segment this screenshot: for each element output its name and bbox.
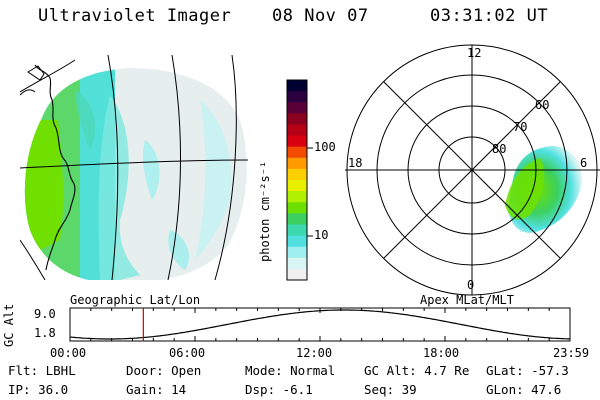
time-label: 03:31:02 UT [430, 6, 549, 26]
magnetic-polar-map [345, 44, 600, 296]
door-status: Door: Open [126, 363, 202, 378]
colorbar-segment [287, 180, 307, 192]
colorbar-segment [287, 135, 307, 148]
gc-alt-status: GC Alt: 4.7 Re [364, 363, 470, 378]
colorbar-segment [287, 268, 307, 281]
uv-emission-disk [24, 68, 247, 280]
time-tick-0600: 06:00 [169, 346, 206, 360]
colorbar-unit-label: photon cm⁻²s⁻¹ [258, 160, 272, 262]
colorbar-segment [287, 113, 307, 126]
colorbar [287, 80, 307, 281]
lat-label-70: 70 [513, 120, 528, 134]
colorbar-segment [287, 146, 307, 159]
colorbar-segment [287, 102, 307, 114]
time-tick-1200: 12:00 [296, 346, 333, 360]
colorbar-segment [287, 202, 307, 214]
mlt-label-18: 18 [348, 156, 363, 170]
ip-status: IP: 36.0 [8, 382, 69, 397]
lat-label-80: 80 [492, 142, 507, 156]
lat-label-60: 60 [535, 98, 550, 112]
time-tick-2359: 23:59 [553, 346, 590, 360]
colorbar-tick-100: 100 [314, 140, 336, 154]
mlt-label-12: 12 [467, 46, 482, 60]
geographic-map-label: Geographic Lat/Lon [70, 293, 201, 307]
mlt-label-6: 6 [580, 156, 588, 170]
colorbar-segment [287, 224, 307, 237]
glat-status: GLat: -57.3 [486, 363, 569, 378]
colorbar-segment [287, 213, 307, 226]
colorbar-tick-10: 10 [314, 228, 329, 242]
instrument-title: Ultraviolet Imager [38, 6, 232, 26]
colorbar-segment [287, 191, 307, 203]
date-label: 08 Nov 07 [272, 6, 369, 26]
altitude-axis-label: GC Alt [2, 303, 16, 347]
colorbar-segment [287, 257, 307, 270]
altitude-tick-low: 1.8 [34, 326, 56, 340]
colorbar-segment [287, 246, 307, 259]
time-tick-0000: 00:00 [50, 346, 87, 360]
colorbar-segment [287, 168, 307, 181]
time-tick-1800: 18:00 [423, 346, 460, 360]
seq-status: Seq: 39 [364, 382, 417, 397]
magnetic-map-label: Apex MLat/MLT [420, 293, 514, 307]
glon-status: GLon: 47.6 [486, 382, 562, 397]
geographic-map [20, 55, 248, 280]
dsp-status: Dsp: -6.1 [245, 382, 313, 397]
colorbar-segment [287, 124, 307, 137]
mode-status: Mode: Normal [245, 363, 336, 378]
colorbar-segment [287, 91, 307, 103]
colorbar-segment [287, 235, 307, 248]
colorbar-segment [287, 157, 307, 170]
filter-status: Flt: LBHL [8, 363, 76, 378]
colorbar-segment [287, 80, 307, 92]
gain-status: Gain: 14 [126, 382, 187, 397]
altitude-plot [69, 307, 571, 342]
mlt-label-0: 0 [467, 278, 475, 292]
altitude-tick-high: 9.0 [34, 307, 56, 321]
